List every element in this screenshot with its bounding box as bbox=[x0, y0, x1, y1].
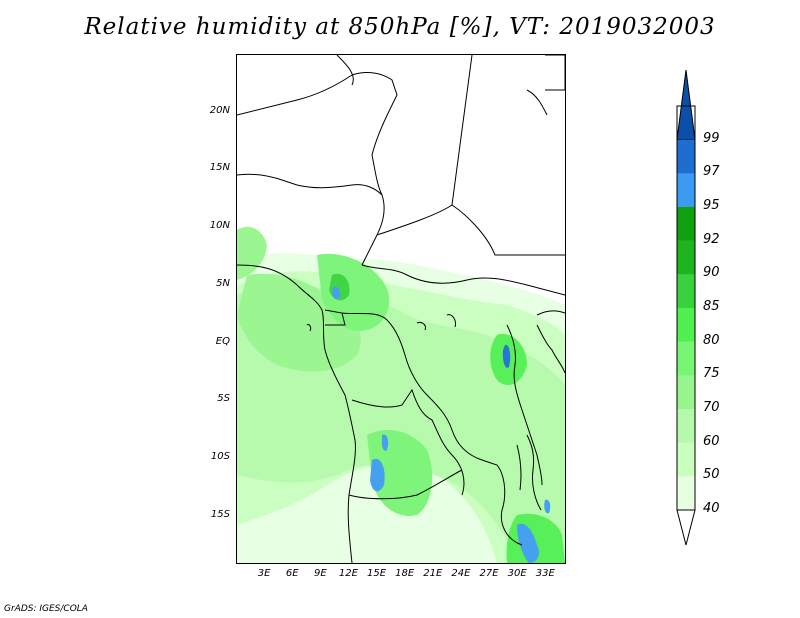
lat-label: 20N bbox=[209, 104, 230, 116]
lon-label: 15E bbox=[367, 568, 387, 579]
lon-label: 33E bbox=[535, 568, 555, 579]
colorbar-label: 50 bbox=[703, 467, 720, 483]
colorbar-label: 92 bbox=[703, 231, 720, 247]
lat-label: 15N bbox=[209, 162, 230, 174]
colorbar-fill bbox=[677, 476, 695, 510]
lon-label: 18E bbox=[395, 568, 415, 579]
colorbar bbox=[676, 70, 696, 546]
lon-label: 12E bbox=[338, 568, 358, 579]
colorbar-label: 99 bbox=[703, 130, 720, 146]
colorbar-max-triangle bbox=[676, 70, 696, 141]
colorbar-fill bbox=[677, 442, 695, 477]
lon-label: 9E bbox=[313, 568, 327, 579]
lon-label: 30E bbox=[507, 568, 527, 579]
colorbar-fill bbox=[677, 274, 695, 308]
colorbar-label: 90 bbox=[703, 265, 720, 281]
lon-label: 21E bbox=[423, 568, 443, 579]
map-title: Relative humidity at 850hPa [%], VT: 201… bbox=[84, 14, 716, 40]
lat-label: 10N bbox=[209, 220, 230, 232]
lon-label: 6E bbox=[285, 568, 299, 579]
colorbar-label: 70 bbox=[703, 400, 720, 415]
colorbar-fill bbox=[677, 308, 695, 342]
colorbar-label: 75 bbox=[703, 366, 720, 382]
footer-credit: GrADS: IGES/COLA bbox=[4, 604, 88, 614]
colorbar-label: 60 bbox=[703, 433, 720, 449]
colorbar-label: 95 bbox=[703, 198, 720, 213]
lat-label: 15S bbox=[210, 508, 230, 520]
lat-label: 5N bbox=[216, 277, 230, 289]
colorbar-fill bbox=[677, 341, 695, 376]
colorbar-fill bbox=[677, 139, 695, 174]
colorbar-fill bbox=[677, 207, 695, 241]
lat-label: EQ bbox=[215, 335, 230, 347]
colorbar-fill bbox=[677, 409, 695, 443]
lon-label: 27E bbox=[479, 568, 499, 579]
lat-label: 5S bbox=[217, 393, 230, 405]
lon-label: 24E bbox=[451, 568, 471, 579]
colorbar-label: 40 bbox=[703, 501, 720, 516]
humidity-shading bbox=[237, 226, 565, 563]
lat-label: 10S bbox=[210, 451, 230, 463]
colorbar-label: 80 bbox=[703, 332, 720, 348]
colorbar-min-triangle bbox=[676, 509, 696, 546]
humidity-map bbox=[237, 55, 565, 563]
colorbar-label: 97 bbox=[703, 164, 720, 180]
colorbar-fill bbox=[677, 173, 695, 207]
colorbar-outline bbox=[676, 105, 696, 511]
map-plot-area bbox=[236, 54, 566, 564]
colorbar-fill bbox=[677, 240, 695, 275]
borders-and-coastlines bbox=[237, 55, 565, 563]
colorbar-fill bbox=[677, 375, 695, 409]
colorbar-label: 85 bbox=[703, 299, 720, 314]
lon-label: 3E bbox=[257, 568, 271, 579]
